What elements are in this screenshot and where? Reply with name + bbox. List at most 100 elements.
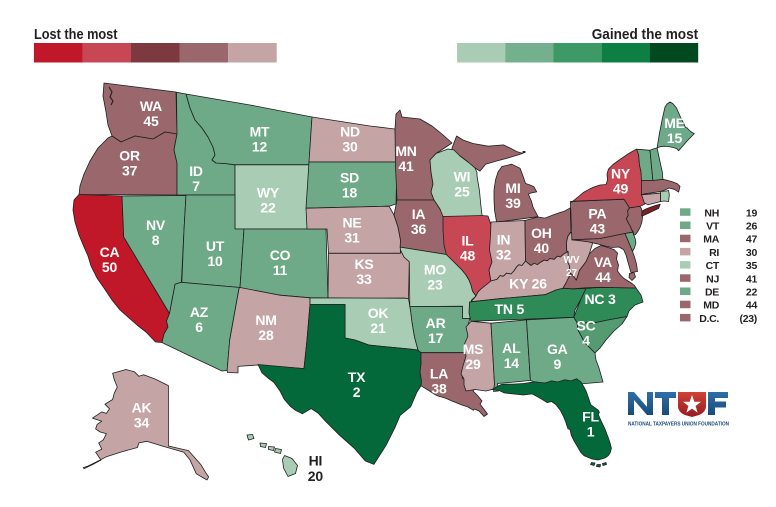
svg-text:MT: MT bbox=[250, 124, 270, 140]
svg-text:MI: MI bbox=[505, 180, 520, 196]
svg-text:MO: MO bbox=[424, 262, 446, 278]
svg-text:MA: MA bbox=[703, 234, 719, 246]
svg-text:49: 49 bbox=[613, 181, 629, 197]
svg-text:44: 44 bbox=[746, 300, 758, 312]
svg-text:Lost the most: Lost the most bbox=[34, 26, 118, 43]
svg-text:IA: IA bbox=[412, 206, 426, 222]
svg-text:20: 20 bbox=[308, 468, 324, 484]
svg-text:MN: MN bbox=[395, 143, 416, 159]
svg-text:VT: VT bbox=[706, 221, 720, 233]
svg-text:30: 30 bbox=[342, 139, 358, 155]
svg-text:23: 23 bbox=[427, 277, 443, 293]
svg-text:AZ: AZ bbox=[190, 304, 209, 320]
svg-text:NATIONAL TAXPAYERS UNION FOUND: NATIONAL TAXPAYERS UNION FOUNDATION bbox=[628, 422, 729, 428]
svg-text:TX: TX bbox=[348, 369, 366, 385]
svg-text:35: 35 bbox=[746, 260, 758, 272]
svg-text:36: 36 bbox=[411, 221, 427, 237]
svg-text:OK: OK bbox=[368, 305, 389, 321]
svg-text:CT: CT bbox=[706, 260, 720, 272]
svg-text:12: 12 bbox=[252, 139, 268, 155]
svg-text:32: 32 bbox=[496, 247, 512, 263]
svg-text:NV: NV bbox=[146, 217, 166, 233]
svg-text:15: 15 bbox=[667, 130, 683, 146]
svg-text:OH: OH bbox=[531, 225, 552, 241]
svg-text:43: 43 bbox=[590, 221, 606, 237]
svg-text:AK: AK bbox=[132, 399, 152, 415]
svg-text:8: 8 bbox=[152, 232, 160, 248]
svg-text:Gained the most: Gained the most bbox=[592, 26, 699, 43]
svg-text:D.C.: D.C. bbox=[699, 313, 719, 325]
svg-text:WI: WI bbox=[454, 169, 471, 185]
svg-text:48: 48 bbox=[460, 248, 476, 264]
svg-text:ID: ID bbox=[189, 163, 203, 179]
svg-text:DE: DE bbox=[705, 287, 719, 299]
svg-text:10: 10 bbox=[207, 253, 223, 269]
svg-text:VA: VA bbox=[594, 254, 612, 270]
svg-text:NM: NM bbox=[255, 312, 276, 328]
svg-text:ME: ME bbox=[664, 115, 685, 131]
svg-text:4: 4 bbox=[582, 333, 590, 349]
svg-text:34: 34 bbox=[134, 414, 150, 430]
svg-text:19: 19 bbox=[746, 207, 758, 219]
svg-text:TN 5: TN 5 bbox=[495, 301, 525, 317]
svg-text:SC: SC bbox=[576, 318, 595, 334]
svg-text:39: 39 bbox=[505, 195, 521, 211]
svg-text:HI: HI bbox=[309, 452, 323, 468]
svg-text:21: 21 bbox=[370, 320, 386, 336]
svg-text:(23): (23) bbox=[740, 313, 757, 325]
svg-text:17: 17 bbox=[428, 330, 444, 346]
svg-text:1: 1 bbox=[587, 424, 595, 440]
svg-text:NY: NY bbox=[611, 166, 631, 182]
svg-text:WV: WV bbox=[563, 255, 579, 266]
svg-text:IN: IN bbox=[497, 232, 511, 248]
svg-text:11: 11 bbox=[273, 262, 288, 278]
svg-text:6: 6 bbox=[195, 319, 203, 335]
svg-text:OR: OR bbox=[119, 148, 140, 164]
svg-text:18: 18 bbox=[342, 184, 358, 200]
svg-text:MD: MD bbox=[703, 300, 719, 312]
svg-text:14: 14 bbox=[504, 355, 520, 371]
svg-text:PA: PA bbox=[588, 206, 606, 222]
svg-text:7: 7 bbox=[192, 178, 200, 194]
svg-text:44: 44 bbox=[595, 269, 611, 285]
svg-text:41: 41 bbox=[398, 158, 414, 174]
svg-text:SD: SD bbox=[340, 169, 359, 185]
svg-text:29: 29 bbox=[465, 356, 481, 372]
svg-text:30: 30 bbox=[746, 247, 758, 259]
svg-text:NH: NH bbox=[704, 207, 719, 219]
svg-text:27: 27 bbox=[566, 268, 578, 279]
svg-text:CO: CO bbox=[270, 247, 291, 263]
svg-text:22: 22 bbox=[746, 287, 758, 299]
svg-text:38: 38 bbox=[431, 381, 447, 397]
svg-text:26: 26 bbox=[746, 221, 758, 233]
svg-text:NC 3: NC 3 bbox=[584, 291, 616, 307]
svg-text:MS: MS bbox=[463, 341, 484, 357]
svg-text:WY: WY bbox=[257, 185, 280, 201]
svg-text:33: 33 bbox=[356, 271, 372, 287]
svg-text:CA: CA bbox=[100, 244, 120, 260]
svg-text:IL: IL bbox=[461, 233, 474, 249]
svg-text:28: 28 bbox=[258, 327, 274, 343]
svg-text:9: 9 bbox=[554, 356, 562, 372]
svg-text:AR: AR bbox=[426, 315, 446, 331]
svg-text:50: 50 bbox=[102, 259, 118, 275]
svg-text:NJ: NJ bbox=[706, 273, 719, 285]
svg-text:LA: LA bbox=[430, 366, 448, 382]
svg-text:22: 22 bbox=[260, 200, 276, 216]
svg-text:31: 31 bbox=[344, 229, 360, 245]
svg-text:AL: AL bbox=[502, 340, 521, 356]
svg-text:25: 25 bbox=[454, 184, 470, 200]
svg-text:2: 2 bbox=[353, 384, 361, 400]
svg-text:KS: KS bbox=[354, 256, 373, 272]
svg-text:40: 40 bbox=[534, 240, 550, 256]
svg-text:NE: NE bbox=[342, 214, 361, 230]
svg-text:GA: GA bbox=[547, 341, 568, 357]
svg-text:47: 47 bbox=[746, 234, 758, 246]
svg-text:RI: RI bbox=[709, 247, 719, 259]
svg-text:FL: FL bbox=[582, 409, 599, 425]
svg-text:ND: ND bbox=[340, 124, 360, 140]
svg-text:45: 45 bbox=[143, 113, 159, 129]
svg-text:WA: WA bbox=[140, 98, 162, 114]
svg-text:KY 26: KY 26 bbox=[509, 276, 547, 292]
svg-text:UT: UT bbox=[206, 238, 225, 254]
